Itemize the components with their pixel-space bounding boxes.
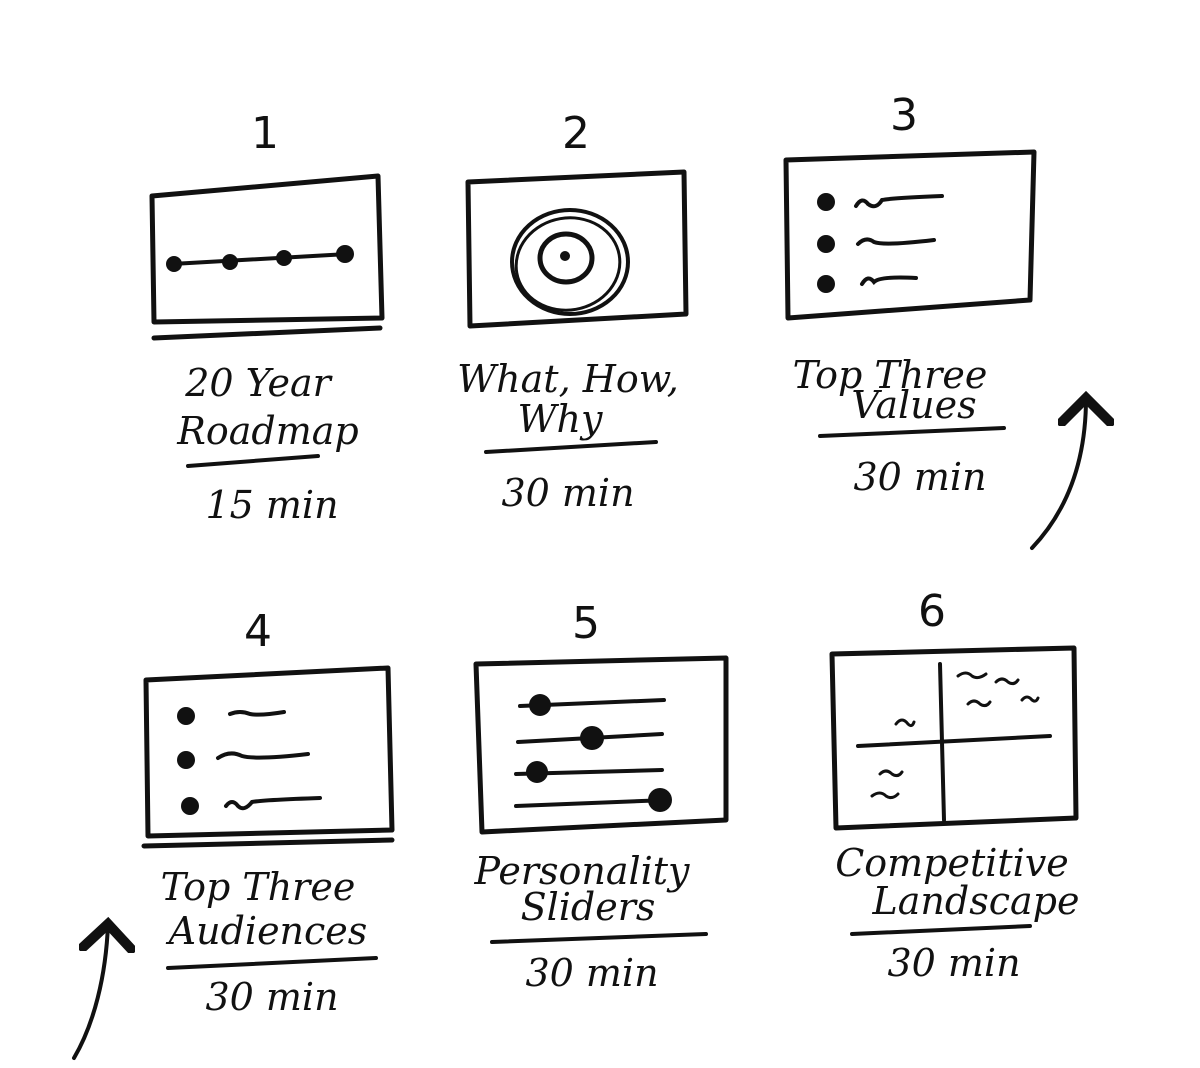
step-4: 4 Top Three Audiences 30 min (141, 606, 395, 1019)
step-6: 6 Competitive Landscape 30 min (829, 586, 1080, 985)
step-2-duration: 30 min (501, 471, 634, 515)
step-5-duration: 30 min (525, 951, 658, 995)
step-6-title-underline (850, 924, 1032, 936)
step-4-duration: 30 min (205, 975, 338, 1019)
step-6-sketch-frame (829, 645, 1079, 831)
step-3: 3 Top Three Values 30 min (783, 90, 1037, 499)
step-3-title-line-2: Values (851, 383, 976, 427)
step-2: 2 What, How, Why 30 min (457, 108, 689, 515)
concentric-circles-icon (510, 208, 630, 316)
step-1-sketch-frame (149, 173, 385, 341)
bullet-list-icon (177, 707, 322, 815)
step-2-number: 2 (562, 108, 590, 159)
step-3-duration: 30 min (853, 455, 986, 499)
step-2-title-line-2: Why (518, 397, 604, 441)
step-3-sketch-frame (783, 149, 1037, 321)
step-3-title-underline (818, 426, 1006, 438)
step-6-duration: 30 min (887, 941, 1020, 985)
step-2-title-underline (484, 440, 658, 454)
step-3-number: 3 (890, 90, 918, 141)
step-4-title-underline (166, 956, 378, 970)
step-5-number: 5 (572, 598, 600, 649)
step-5-sketch-frame (473, 655, 729, 835)
step-4-title-line-2: Audiences (166, 909, 368, 953)
step-4-title-line-1: Top Three (161, 865, 356, 909)
step-4-sketch-frame (141, 665, 395, 849)
flow-arrow-up-icon (72, 924, 108, 1060)
step-1-title-underline (186, 454, 320, 468)
roadmap-timeline-icon (166, 245, 354, 272)
step-1-title-line-1: 20 Year (184, 361, 333, 405)
step-6-title-line-2: Landscape (872, 879, 1080, 923)
sliders-icon (514, 694, 672, 812)
step-5-title-line-2: Sliders (521, 885, 656, 929)
bullet-list-icon (817, 193, 944, 293)
step-1-title-line-2: Roadmap (176, 409, 358, 453)
quadrant-grid-icon (856, 662, 1052, 822)
step-1: 1 20 Year Roadmap 15 min (149, 108, 385, 527)
step-4-number: 4 (244, 606, 272, 657)
flow-arrow-right-icon (1030, 398, 1086, 550)
step-6-title-line-1: Competitive (835, 841, 1069, 885)
step-1-number: 1 (251, 108, 279, 159)
step-5: 5 Personality Sliders 30 min (473, 598, 729, 995)
step-6-number: 6 (918, 586, 946, 637)
step-3-title-line-1: Top Three (793, 353, 988, 397)
step-5-title-underline (490, 932, 708, 944)
step-1-duration: 15 min (205, 483, 338, 527)
step-2-title-line-1: What, How, (457, 357, 679, 401)
step-2-sketch-frame (465, 169, 689, 329)
step-5-title-line-1: Personality (473, 849, 690, 893)
